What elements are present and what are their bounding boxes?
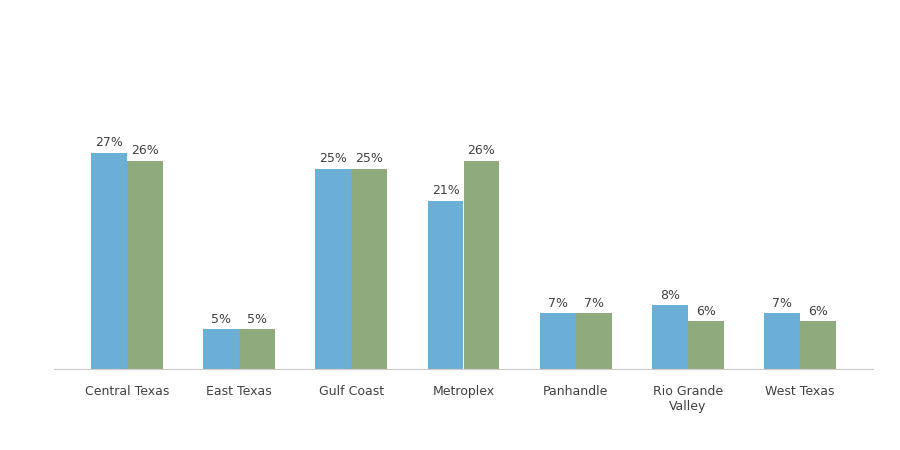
Text: 8%: 8% [660,288,680,302]
Text: 27%: 27% [95,136,123,149]
Bar [91,153,127,369]
Text: 21%: 21% [432,184,459,198]
Bar [351,169,387,369]
Bar [576,313,611,369]
Text: 7%: 7% [583,297,604,310]
Bar [203,329,239,369]
Text: 5%: 5% [212,313,231,326]
Text: 25%: 25% [320,153,347,166]
Text: 25%: 25% [356,153,383,166]
Bar [464,161,500,369]
Bar [428,201,464,369]
Bar [800,321,836,369]
Bar [652,305,688,369]
Bar [127,161,163,369]
Text: 7%: 7% [772,297,792,310]
Bar [764,313,800,369]
Bar [688,321,724,369]
Text: 5%: 5% [248,313,267,326]
Bar [316,169,351,369]
Text: 26%: 26% [131,144,159,158]
Text: 6%: 6% [808,305,828,318]
Bar [540,313,576,369]
Bar [239,329,275,369]
Text: 7%: 7% [548,297,568,310]
Text: 26%: 26% [468,144,495,158]
Text: 6%: 6% [696,305,716,318]
